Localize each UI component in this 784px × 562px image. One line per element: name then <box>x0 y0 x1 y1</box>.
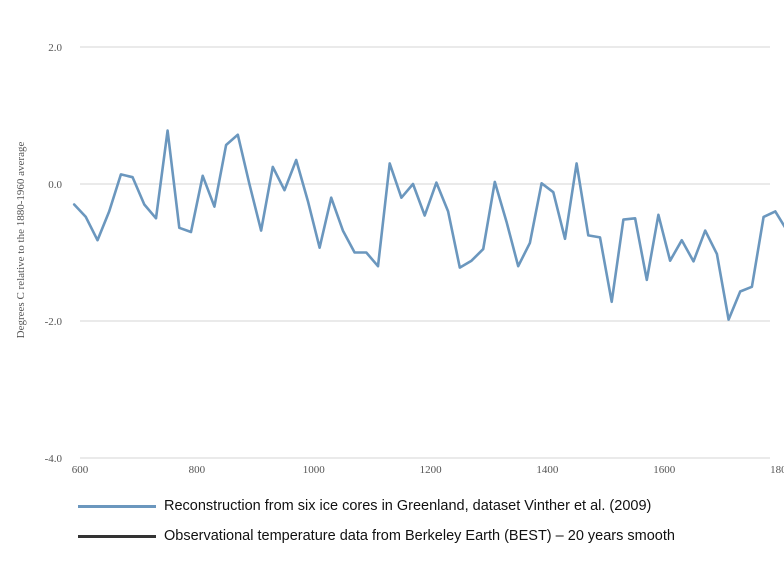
y-tick-label: -4.0 <box>45 453 63 465</box>
series-lines <box>72 129 784 321</box>
legend-label-observational: Observational temperature data from Berk… <box>164 528 675 544</box>
legend: Reconstruction from six ice cores in Gre… <box>78 495 675 555</box>
x-tick-label: 1000 <box>303 464 326 476</box>
y-axis-label: Degrees C relative to the 1880-1960 aver… <box>15 142 27 339</box>
x-tick-label: 600 <box>72 464 89 476</box>
legend-swatch-observational <box>78 534 156 538</box>
gridlines <box>80 46 770 459</box>
x-tick-labels: 600800100012001400160018002000 <box>72 464 784 476</box>
x-tick-label: 1400 <box>536 464 559 476</box>
y-tick-labels: -4.0 -2.0 0.0 2.0 <box>45 42 63 465</box>
chart: -4.0 -2.0 0.0 2.0 600 800 1000 1200 1400 1600 180… <box>15 42 784 476</box>
y-tick-label: -2.0 <box>45 316 63 328</box>
x-tick-label: 1800 <box>770 464 784 476</box>
x-tick-label: 800 <box>189 464 206 476</box>
y-tick-label: 0.0 <box>48 179 62 191</box>
series-line-reconstruction <box>72 129 784 321</box>
legend-item-reconstruction: Reconstruction from six ice cores in Gre… <box>78 495 675 517</box>
x-tick-label: 1600 <box>653 464 676 476</box>
x-tick-label: 1200 <box>420 464 443 476</box>
legend-label-reconstruction: Reconstruction from six ice cores in Gre… <box>164 498 652 514</box>
legend-swatch-reconstruction <box>78 504 156 508</box>
y-tick-label: 2.0 <box>48 42 62 54</box>
legend-item-observational: Observational temperature data from Berk… <box>78 525 675 547</box>
